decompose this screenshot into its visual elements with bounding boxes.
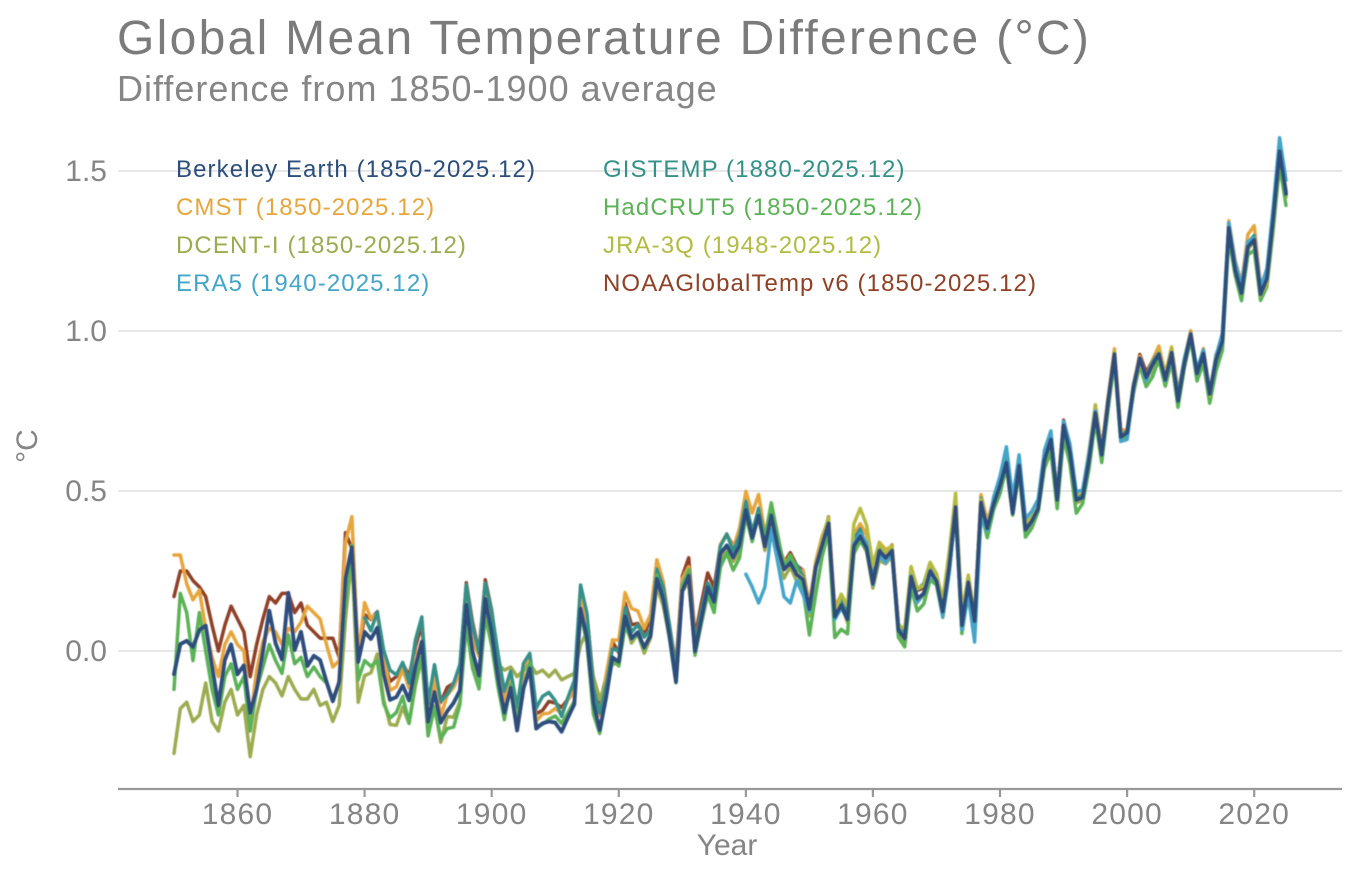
svg-text:CMST (1850-2025.12): CMST (1850-2025.12) [176,194,435,221]
svg-text:1.0: 1.0 [65,315,107,348]
svg-text:0.5: 0.5 [65,475,107,508]
svg-text:1980: 1980 [964,798,1036,831]
svg-text:1860: 1860 [202,798,274,831]
svg-text:1960: 1960 [837,798,909,831]
svg-text:2020: 2020 [1218,798,1290,831]
svg-text:JRA-3Q (1948-2025.12): JRA-3Q (1948-2025.12) [603,232,882,259]
svg-text:2000: 2000 [1091,798,1163,831]
svg-text:°C: °C [11,429,44,463]
svg-text:1900: 1900 [456,798,528,831]
svg-text:0.0: 0.0 [65,635,107,668]
svg-text:Berkeley Earth (1850-2025.12): Berkeley Earth (1850-2025.12) [176,156,536,183]
svg-text:GISTEMP (1880-2025.12): GISTEMP (1880-2025.12) [603,156,906,183]
svg-text:1920: 1920 [583,798,655,831]
svg-text:Difference from 1850-1900 aver: Difference from 1850-1900 average [117,68,718,109]
svg-text:DCENT-I (1850-2025.12): DCENT-I (1850-2025.12) [176,232,467,259]
svg-text:Global Mean Temperature Differ: Global Mean Temperature Difference (°C) [117,12,1091,65]
svg-text:1940: 1940 [710,798,782,831]
svg-text:1.5: 1.5 [65,155,107,188]
svg-text:ERA5 (1940-2025.12): ERA5 (1940-2025.12) [176,270,430,297]
svg-text:Year: Year [697,829,758,862]
svg-text:HadCRUT5 (1850-2025.12): HadCRUT5 (1850-2025.12) [603,194,923,221]
svg-text:NOAAGlobalTemp v6 (1850-2025.1: NOAAGlobalTemp v6 (1850-2025.12) [603,270,1037,297]
svg-text:1880: 1880 [329,798,401,831]
